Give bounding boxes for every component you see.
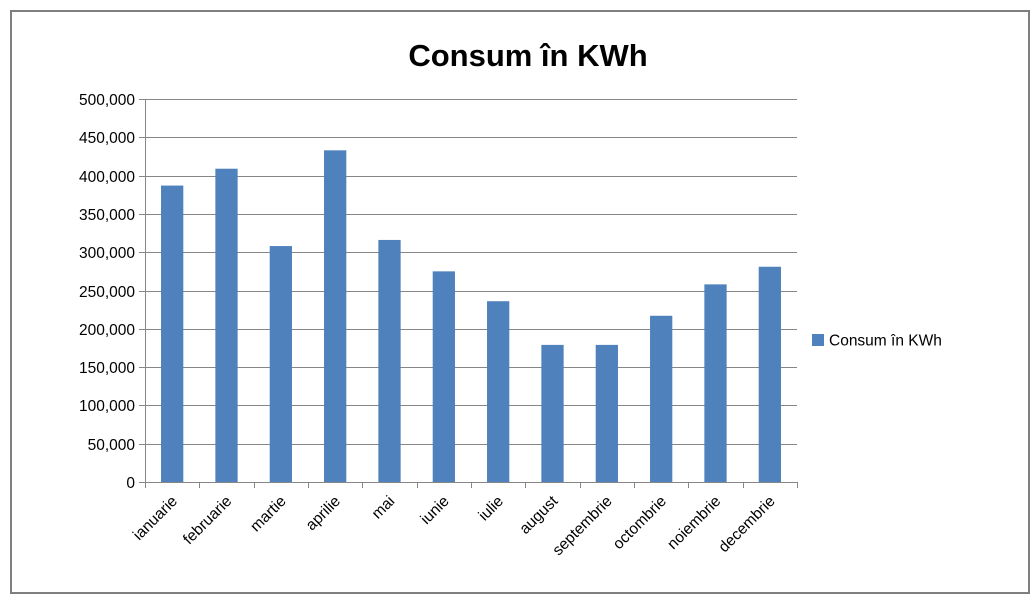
- x-tick-label: iulie: [475, 493, 507, 525]
- x-tick-label: februarie: [180, 493, 235, 548]
- x-tick-label: decembrie: [715, 493, 778, 556]
- y-tick-label: 200,000: [79, 322, 135, 339]
- bar-octombrie: [650, 315, 673, 482]
- legend-label: Consum în KWh: [829, 333, 942, 350]
- axes: [145, 99, 797, 483]
- x-tick-label: august: [516, 492, 561, 537]
- chart-title: Consum în KWh: [408, 38, 647, 73]
- bar-iulie: [487, 301, 510, 482]
- bar-mai: [378, 239, 401, 482]
- y-tick-label: 50,000: [88, 437, 136, 454]
- bar-februarie: [215, 168, 238, 482]
- bar-aprilie: [324, 150, 347, 482]
- x-tick-label: iunie: [417, 493, 452, 528]
- y-axis-ticks: 0 50,000 100,000 150,000 200,000 250,000 300,0…: [79, 92, 145, 492]
- y-tick-label: 250,000: [79, 284, 135, 301]
- x-axis-ticks: ianuarie februarie martie aprilie mai iunie iu…: [130, 482, 798, 559]
- x-tick-label: septembrie: [549, 493, 615, 559]
- y-tick-label: 100,000: [79, 398, 135, 415]
- bar-noiembrie: [704, 284, 727, 482]
- legend: Consum în KWh: [812, 333, 942, 350]
- x-tick-label: aprilie: [303, 493, 344, 534]
- y-tick-label: 500,000: [79, 92, 135, 109]
- x-tick-label: martie: [247, 493, 289, 535]
- bar-martie: [269, 246, 292, 482]
- gridlines: [145, 99, 797, 445]
- legend-swatch: [812, 334, 824, 346]
- x-tick-label: mai: [369, 493, 399, 523]
- bar-august: [541, 344, 564, 482]
- y-tick-label: 350,000: [79, 207, 135, 224]
- bar-septembrie: [595, 344, 618, 482]
- bar-chart: Consum în KWh 0 50,000 100,000 150,000 200,0…: [79, 38, 942, 559]
- bar-ianuarie: [161, 185, 184, 482]
- bar-decembrie: [758, 266, 781, 482]
- bar-iunie: [432, 271, 455, 482]
- y-tick-label: 300,000: [79, 245, 135, 262]
- y-tick-label: 150,000: [79, 360, 135, 377]
- x-tick-label: ianuarie: [130, 493, 181, 544]
- bars: [161, 150, 781, 482]
- x-tick-label: octombrie: [610, 493, 670, 553]
- y-tick-label: 450,000: [79, 130, 135, 147]
- chart-area: Consum în KWh 0 50,000 100,000 150,000 200,0…: [10, 10, 1030, 594]
- y-tick-label: 0: [126, 475, 135, 492]
- y-tick-label: 400,000: [79, 169, 135, 186]
